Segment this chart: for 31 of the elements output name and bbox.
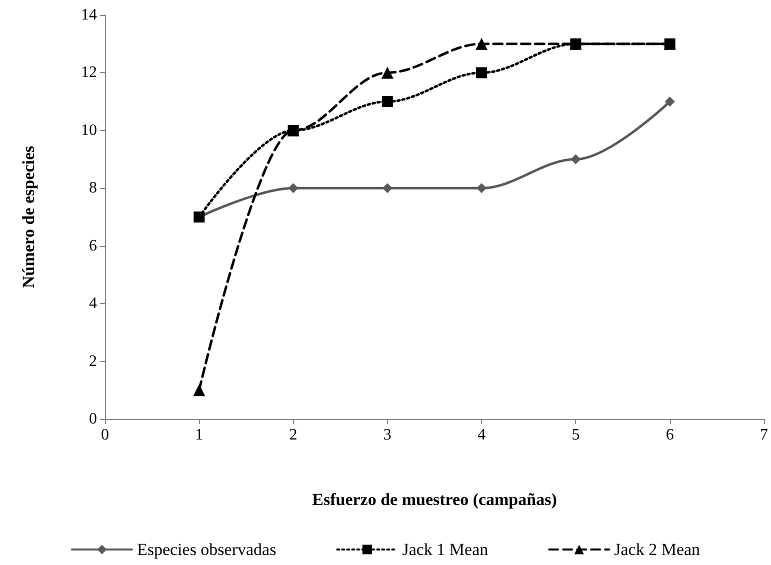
point (570, 154, 581, 164)
x-axis-title: Esfuerzo de muestreo (campañas) (312, 490, 557, 509)
point (476, 67, 488, 78)
x-tick-label: 7 (760, 426, 768, 444)
x-tick-label: 6 (666, 426, 674, 444)
point (193, 384, 206, 396)
x-tick-label: 2 (289, 426, 298, 444)
point (381, 66, 394, 79)
x-tick-label: 1 (195, 426, 204, 444)
y-tick-label: 0 (89, 410, 97, 428)
y-tick-label: 12 (81, 64, 97, 82)
point (476, 183, 487, 194)
y-tick-label: 8 (89, 180, 97, 197)
legend-label: Especies observadas (136, 540, 276, 559)
y-tick-label: 10 (81, 122, 97, 139)
y-tick-label: 4 (89, 295, 97, 312)
legend-label: Jack 1 Mean (402, 540, 489, 559)
y-tick-label: 2 (89, 352, 97, 370)
x-tick-label: 3 (383, 426, 392, 444)
legend-label: Jack 2 Mean (614, 540, 701, 559)
point (382, 96, 393, 108)
point (382, 183, 392, 194)
x-tick-label: 0 (101, 426, 109, 444)
x-tick-label: 4 (478, 426, 486, 444)
y-axis-title: Número de especies (19, 145, 38, 288)
y-tick-label: 6 (89, 237, 97, 254)
point (664, 96, 675, 107)
x-tick-label: 5 (572, 426, 580, 444)
point (476, 38, 488, 50)
y-tick-label: 14 (81, 6, 97, 24)
point (288, 183, 298, 194)
